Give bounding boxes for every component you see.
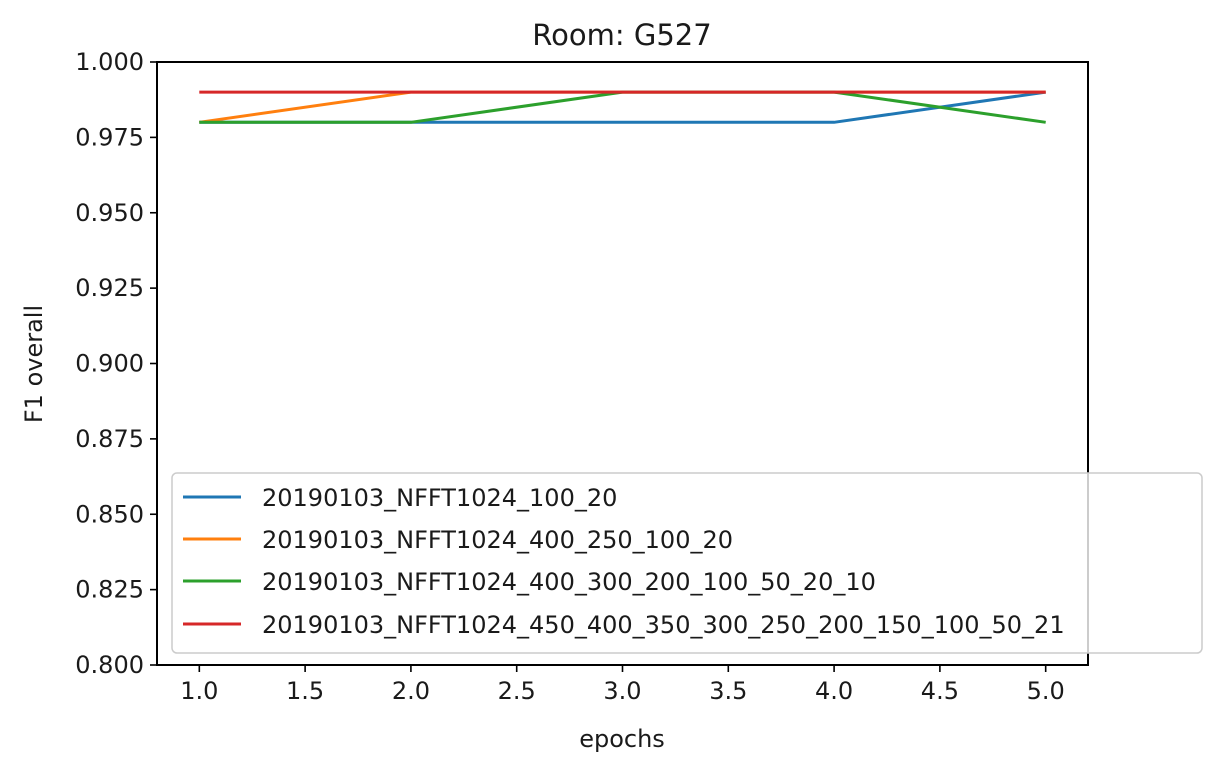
legend-label: 20190103_NFFT1024_450_400_350_300_250_20… [262,611,1065,639]
x-tick-label: 2.0 [392,677,430,705]
y-tick-label: 0.800 [75,651,144,679]
y-tick-label: 0.975 [75,123,144,151]
y-tick-label: 0.875 [75,425,144,453]
y-axis: 0.800 0.825 0.850 0.875 0.900 0.925 0.950 0.975… [75,48,157,679]
x-tick-label: 5.0 [1027,677,1065,705]
x-tick-label: 1.0 [180,677,218,705]
legend-label: 20190103_NFFT1024_400_300_200_100_50_20_… [262,568,876,596]
series-layer [199,90,1046,124]
y-tick-label: 0.825 [75,576,144,604]
y-axis-label: F1 overall [20,305,48,423]
y-tick-label: 0.925 [75,274,144,302]
y-tick-label: 0.950 [75,199,144,227]
x-axis: 1.0 1.5 2.0 2.5 3.0 3.5 4.0 4.5 5.0 [180,665,1065,705]
x-axis-label: epochs [579,725,665,753]
x-tick-label: 3.0 [603,677,641,705]
legend-label: 20190103_NFFT1024_400_250_100_20 [262,526,733,554]
x-tick-label: 2.5 [498,677,536,705]
legend: 20190103_NFFT1024_100_20 20190103_NFFT102… [171,472,1203,654]
y-tick-label: 1.000 [75,48,144,76]
series-line-1 [199,90,1046,124]
legend-box [171,472,1203,654]
x-tick-label: 3.5 [709,677,747,705]
x-tick-label: 1.5 [286,677,324,705]
y-tick-label: 0.900 [75,350,144,378]
chart-title: Room: G527 [532,18,711,52]
legend-label: 20190103_NFFT1024_100_20 [262,484,617,512]
x-tick-label: 4.0 [815,677,853,705]
series-line-3 [199,90,1046,124]
y-tick-label: 0.850 [75,500,144,528]
x-tick-label: 4.5 [921,677,959,705]
series-line-2 [199,90,1046,124]
